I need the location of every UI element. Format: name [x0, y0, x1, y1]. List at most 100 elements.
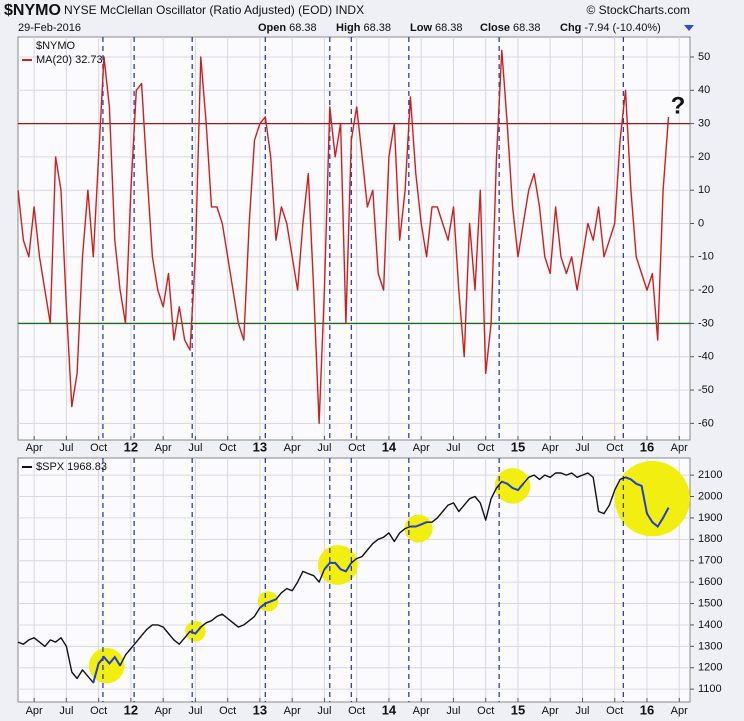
x-tick-label: Oct [219, 442, 236, 454]
chart-title: NYSE McClellan Oscillator (Ratio Adjuste… [64, 3, 364, 17]
x-tick-label: Apr [155, 705, 172, 717]
y-tick-label: -30 [698, 317, 714, 329]
y-tick-label: 1100 [698, 683, 722, 695]
quote-value: 68.38 [435, 22, 463, 34]
x-tick-label: Oct [606, 442, 623, 454]
x-tick-label: Oct [348, 442, 365, 454]
x-tick-label: Jul [446, 442, 460, 454]
quote-label: High [336, 22, 361, 34]
x-tick-label: Jul [446, 705, 460, 717]
highlight [185, 621, 206, 642]
x-tick-label: 13 [253, 702, 267, 717]
x-tick-label: Oct [348, 705, 365, 717]
highlight-segment [501, 480, 525, 492]
highlight [404, 514, 433, 543]
x-tick-label: 14 [382, 702, 397, 717]
quote-item: Low 68.38 [410, 22, 463, 34]
series-line [17, 49, 670, 424]
x-tick-label: Oct [90, 442, 107, 454]
highlight-segment [410, 521, 427, 528]
legend-title: $NYMO [36, 40, 76, 52]
y-tick-label: 1900 [698, 512, 722, 524]
x-tick-label: 12 [124, 439, 138, 454]
highlight-segment [625, 476, 670, 528]
x-tick-label: Jul [188, 705, 202, 717]
x-tick-label: 16 [640, 439, 654, 454]
x-tick-label: 15 [511, 702, 525, 717]
plot-frame [17, 36, 691, 441]
legend-label: $SPX 1968.83 [36, 461, 107, 473]
date: 29-Feb-2016 [18, 22, 81, 34]
symbol: $NYMO [4, 2, 61, 19]
y-tick-label: 50 [698, 51, 710, 63]
y-tick-label: 2000 [698, 490, 722, 502]
x-tick-label: Apr [671, 705, 688, 717]
quote-item: Chg -7.94 (-10.40%) [560, 22, 661, 34]
x-tick-label: Apr [542, 442, 559, 454]
x-tick-label: Apr [284, 705, 301, 717]
x-tick-label: Apr [155, 442, 172, 454]
quote-label: Open [258, 22, 286, 34]
x-tick-label: Jul [317, 705, 331, 717]
down-arrow [684, 25, 694, 31]
annotation: ? [671, 92, 686, 119]
y-tick-label: 1800 [698, 533, 722, 545]
quote-item: Close 68.38 [480, 22, 541, 34]
x-tick-label: 14 [382, 439, 397, 454]
y-tick-label: 10 [698, 184, 710, 196]
source: © StockCharts.com [586, 3, 690, 17]
x-tick-label: Oct [477, 442, 494, 454]
y-tick-label: -10 [698, 251, 714, 263]
x-tick-label: Jul [575, 442, 589, 454]
x-tick-label: Jul [317, 442, 331, 454]
quote-value: -7.94 (-10.40%) [584, 22, 660, 34]
y-tick-label: 40 [698, 84, 710, 96]
quote-item: High 68.38 [336, 22, 391, 34]
x-tick-label: Apr [542, 705, 559, 717]
x-tick-label: 16 [640, 702, 654, 717]
y-tick-label: 1500 [698, 597, 722, 609]
highlight-segment [189, 626, 202, 635]
y-tick-label: -20 [698, 284, 714, 296]
quote-value: 68.38 [513, 22, 541, 34]
x-tick-label: Jul [188, 442, 202, 454]
y-tick-label: -50 [698, 384, 714, 396]
quote-item: Open 68.38 [258, 22, 317, 34]
quote-value: 68.38 [289, 22, 317, 34]
x-tick-label: 12 [124, 702, 138, 717]
quote-label: Chg [560, 22, 581, 34]
highlight [614, 461, 690, 537]
x-tick-label: Oct [219, 705, 236, 717]
x-tick-label: Oct [606, 705, 623, 717]
quote-value: 68.38 [363, 22, 391, 34]
y-tick-label: 1400 [698, 619, 722, 631]
y-tick-label: 20 [698, 151, 710, 163]
y-tick-label: 0 [698, 217, 704, 229]
y-tick-label: 1600 [698, 576, 722, 588]
x-tick-label: 15 [511, 439, 525, 454]
x-tick-label: Apr [413, 442, 430, 454]
plot-frame [17, 457, 691, 703]
x-tick-label: Apr [284, 442, 301, 454]
x-tick-label: 13 [253, 439, 267, 454]
highlight [494, 468, 531, 504]
x-tick-label: Jul [59, 705, 73, 717]
y-tick-label: -60 [698, 417, 714, 429]
x-tick-label: Jul [59, 442, 73, 454]
quote-label: Close [480, 22, 510, 34]
y-tick-label: 1700 [698, 555, 722, 567]
x-tick-label: Apr [413, 705, 430, 717]
x-tick-label: Apr [671, 442, 688, 454]
y-tick-label: 2100 [698, 469, 722, 481]
legend-label: MA(20) 32.73 [36, 54, 103, 66]
y-tick-label: 1300 [698, 640, 722, 652]
y-tick-label: 1200 [698, 662, 722, 674]
x-tick-label: Jul [575, 705, 589, 717]
x-tick-label: Oct [90, 705, 107, 717]
y-tick-label: 30 [698, 118, 710, 130]
y-tick-label: -40 [698, 351, 714, 363]
x-tick-label: Apr [26, 705, 43, 717]
highlight-segment [259, 598, 277, 609]
highlight-segment [323, 561, 353, 573]
